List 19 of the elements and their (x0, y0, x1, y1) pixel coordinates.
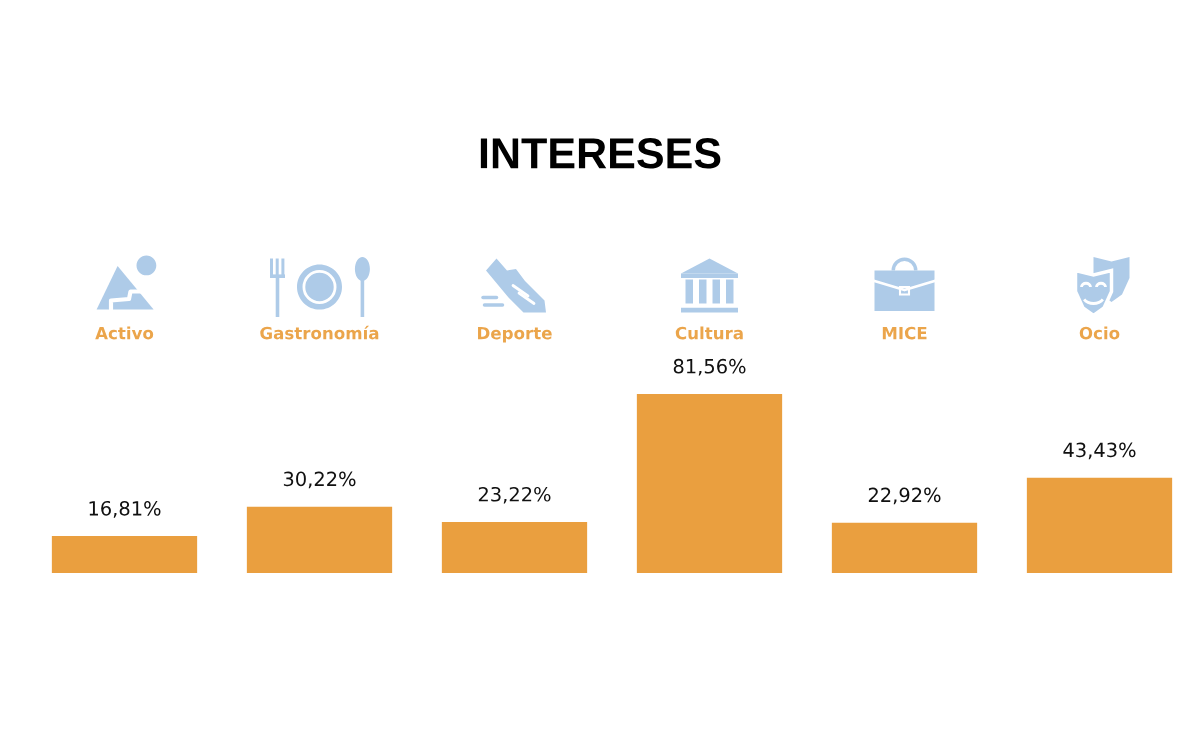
x-tick-label: Activo (95, 326, 154, 340)
x-tick-label: MICE (882, 326, 927, 340)
data-label: 30,22% (283, 471, 356, 489)
x-tick-label: Ocio (1079, 326, 1120, 340)
bar (51, 536, 198, 573)
data-label: 23,22% (478, 486, 551, 504)
data-label: 16,81% (89, 500, 161, 518)
bar (831, 522, 978, 573)
x-tick-label: Gastronomía (260, 325, 379, 340)
bar (246, 506, 393, 573)
bar (441, 522, 588, 573)
bar (1026, 477, 1173, 573)
chart-title: INTERESES (480, 138, 721, 169)
x-tick-label: Deporte (478, 326, 552, 343)
x-tick-label: Cultura (675, 326, 743, 340)
bar (636, 394, 783, 573)
data-label: 22,92% (868, 487, 941, 505)
data-label: 81,56% (673, 358, 746, 376)
data-label: 43,43% (1063, 442, 1136, 460)
